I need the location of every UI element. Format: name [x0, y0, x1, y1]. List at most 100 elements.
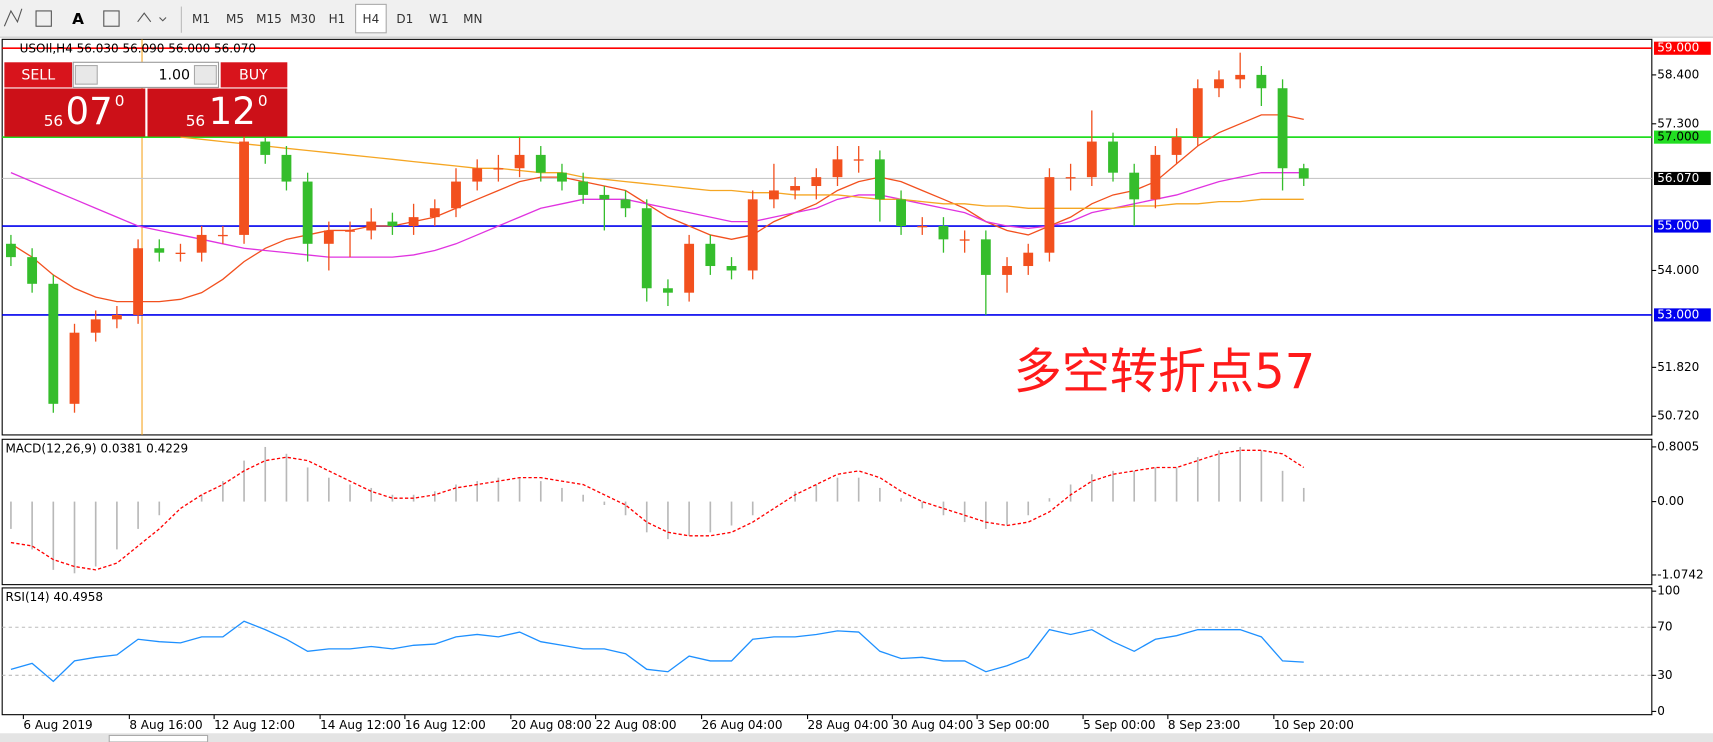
- pane-title: USOIl,H4 56.030 56.090 56.000 56.070: [20, 42, 256, 56]
- y-tick-label: 58.400: [1657, 67, 1699, 81]
- candle-body: [196, 234, 207, 253]
- candle-body: [1129, 172, 1140, 200]
- candle-body: [535, 154, 546, 173]
- candle-body: [1235, 74, 1246, 80]
- level-label-box: [1654, 219, 1711, 233]
- candle-body: [557, 172, 567, 182]
- timeframe-button[interactable]: M1: [192, 12, 210, 26]
- timeframe-button[interactable]: D1: [396, 12, 413, 26]
- x-tick-label: 8 Aug 16:00: [129, 718, 202, 732]
- candle-body: [90, 319, 101, 333]
- toolbar: [0, 0, 1713, 38]
- candle-body: [726, 266, 737, 271]
- lots-up[interactable]: [193, 65, 217, 85]
- buy-button[interactable]: [220, 62, 288, 88]
- candle-body: [1192, 88, 1203, 138]
- sell-label: SELL: [21, 67, 55, 83]
- candle-body: [6, 243, 16, 258]
- bid-frac: 0: [115, 92, 125, 110]
- bid-big: 56: [44, 112, 63, 130]
- y-tick-label: 0: [1657, 704, 1665, 718]
- toolbar-icons: A: [3, 6, 182, 33]
- candle-body: [366, 221, 377, 231]
- candle-body: [260, 141, 271, 155]
- x-tick-label: 30 Aug 04:00: [892, 718, 973, 732]
- level-label-box: [1654, 41, 1711, 55]
- lots-down[interactable]: [74, 65, 98, 85]
- candle-body: [451, 181, 461, 209]
- candle-body: [1023, 252, 1034, 267]
- y-tick-label: 70: [1657, 620, 1672, 634]
- candle-body: [853, 159, 864, 161]
- candle-body: [1214, 79, 1224, 89]
- annotation: 多空转折点57: [1014, 344, 1315, 400]
- candle-body: [938, 226, 949, 240]
- timeframe-button[interactable]: M5: [226, 12, 244, 26]
- candle-body: [620, 199, 631, 209]
- moving-average: [10, 114, 1304, 303]
- candle-body: [874, 159, 885, 200]
- candle-body: [641, 208, 652, 289]
- macd-pane: [1, 438, 1653, 586]
- y-tick-label: 50.720: [1657, 409, 1699, 423]
- candle-body: [1086, 141, 1097, 178]
- candle-body: [705, 243, 716, 267]
- candle-body: [1108, 141, 1118, 173]
- level-label: 57.000: [1657, 130, 1699, 144]
- candle-body: [429, 208, 440, 218]
- ask-frac: 0: [258, 92, 268, 110]
- y-tick-label: 0.8005: [1657, 439, 1699, 453]
- candle-body: [768, 190, 779, 200]
- candle-body: [747, 199, 758, 271]
- level-label-box: [1654, 130, 1711, 144]
- pane-title: RSI(14) 40.4958: [5, 590, 103, 604]
- timeframe-button[interactable]: M15: [256, 12, 282, 26]
- buy-label: BUY: [239, 67, 268, 83]
- x-tick-label: 20 Aug 08:00: [511, 718, 592, 732]
- icon-label: [103, 10, 120, 27]
- icon-tools: [137, 12, 167, 23]
- candle-body: [239, 141, 249, 235]
- candle-body: [493, 168, 504, 170]
- signal-line: [10, 449, 1305, 571]
- candle-body: [663, 288, 673, 293]
- timeframe-button[interactable]: MN: [463, 12, 482, 26]
- candle-body: [959, 239, 970, 241]
- candle-body: [917, 226, 928, 228]
- moving-average: [10, 172, 1304, 258]
- candle-body: [345, 230, 355, 232]
- y-tick-label: 54.000: [1657, 263, 1699, 277]
- candle-body: [154, 248, 165, 253]
- candle-body: [111, 314, 122, 320]
- bid-box[interactable]: [4, 88, 146, 137]
- timeframe-button[interactable]: M30: [290, 12, 316, 26]
- ask-box[interactable]: [147, 88, 288, 137]
- x-tick-label: 8 Sep 23:00: [1168, 718, 1240, 732]
- timeframe-button[interactable]: H1: [329, 12, 346, 26]
- x-tick-label: 10 Sep 20:00: [1274, 718, 1354, 732]
- candle-body: [281, 154, 292, 182]
- candle-body: [387, 221, 398, 227]
- candle-body: [69, 332, 80, 404]
- candle-body: [48, 283, 59, 404]
- y-tick-label: -1.0742: [1657, 567, 1703, 581]
- candle-body: [27, 257, 38, 284]
- y-tick-label: 100: [1657, 584, 1680, 598]
- level-label: 55.000: [1657, 219, 1699, 233]
- candle-body: [323, 230, 334, 244]
- lots-value: 1.00: [159, 67, 191, 83]
- tab[interactable]: [108, 734, 209, 742]
- sell-button[interactable]: [4, 62, 73, 88]
- trade-panel: SELL 1.00 BUY 56 07 0 56 12 0: [4, 61, 288, 137]
- x-tick-label: 5 Sep 00:00: [1083, 718, 1155, 732]
- x-tick-label: 28 Aug 04:00: [808, 718, 889, 732]
- timeframe-button[interactable]: W1: [429, 12, 448, 26]
- timeframe-button[interactable]: H4: [363, 12, 380, 26]
- candle-body: [1256, 74, 1267, 89]
- candle-body: [1150, 154, 1161, 200]
- x-tick-label: 16 Aug 12:00: [405, 718, 486, 732]
- candle-body: [1002, 266, 1012, 275]
- candle-body: [599, 194, 610, 200]
